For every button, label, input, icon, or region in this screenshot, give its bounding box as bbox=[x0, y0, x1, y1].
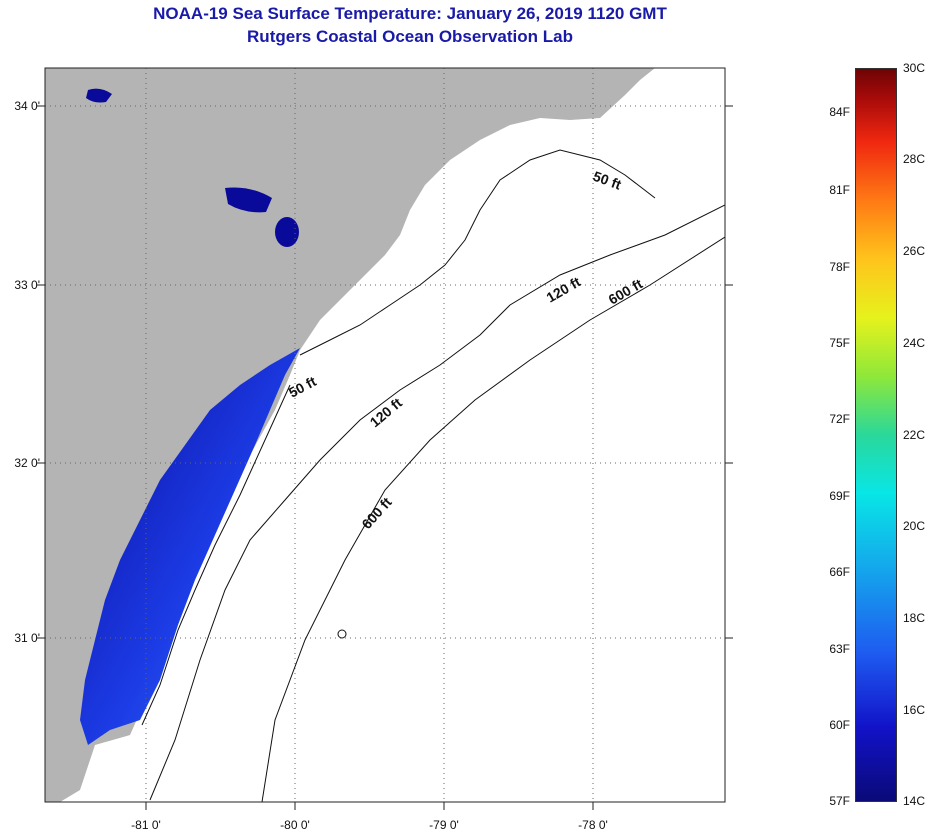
colorbar-celsius-label: 16C bbox=[903, 703, 926, 717]
inland-water bbox=[225, 187, 272, 213]
lon-label: -78 0' bbox=[578, 818, 608, 832]
colorbar-celsius-label: 14C bbox=[903, 794, 926, 808]
colorbar-celsius-label: 24C bbox=[903, 336, 926, 350]
lon-label: -81 0' bbox=[131, 818, 161, 832]
colorbar-fahrenheit-label: 66F bbox=[829, 565, 850, 579]
inland-water bbox=[275, 217, 299, 247]
contour-120ft bbox=[149, 204, 725, 801]
colorbar-celsius-label: 18C bbox=[903, 611, 926, 625]
contour-50ft bbox=[299, 149, 656, 356]
lon-label: -80 0' bbox=[280, 818, 310, 832]
map-subtitle: Rutgers Coastal Ocean Observation Lab bbox=[247, 27, 573, 46]
inland-water bbox=[86, 88, 112, 103]
seamount-contour bbox=[337, 629, 347, 639]
temperature-colorbar bbox=[855, 68, 897, 802]
colorbar-fahrenheit-label: 57F bbox=[829, 794, 850, 808]
colorbar-fahrenheit-label: 72F bbox=[829, 412, 850, 426]
colorbar-fahrenheit-label: 60F bbox=[829, 718, 850, 732]
sst-swath bbox=[80, 348, 300, 745]
colorbar-fahrenheit-label: 78F bbox=[829, 260, 850, 274]
colorbar-fahrenheit-label: 84F bbox=[829, 105, 850, 119]
colorbar-celsius-label: 26C bbox=[903, 244, 926, 258]
colorbar-fahrenheit-label: 81F bbox=[829, 183, 850, 197]
map-title: NOAA-19 Sea Surface Temperature: January… bbox=[153, 4, 667, 23]
colorbar-celsius-label: 20C bbox=[903, 519, 926, 533]
colorbar-celsius-label: 30C bbox=[903, 61, 926, 75]
lat-label: 31 0' bbox=[14, 631, 40, 645]
lat-label: 32 0' bbox=[14, 456, 40, 470]
lat-label: 33 0' bbox=[14, 278, 40, 292]
land-mass bbox=[45, 68, 655, 802]
contour-600ft bbox=[261, 236, 725, 802]
lat-label: 34 0' bbox=[14, 99, 40, 113]
contour-50ft-south bbox=[141, 384, 291, 726]
colorbar-fahrenheit-label: 69F bbox=[829, 489, 850, 503]
colorbar-celsius-label: 22C bbox=[903, 428, 926, 442]
map-frame bbox=[44, 67, 726, 803]
colorbar-celsius-label: 28C bbox=[903, 152, 926, 166]
colorbar-fahrenheit-label: 75F bbox=[829, 336, 850, 350]
colorbar-fahrenheit-label: 63F bbox=[829, 642, 850, 656]
lon-label: -79 0' bbox=[429, 818, 459, 832]
